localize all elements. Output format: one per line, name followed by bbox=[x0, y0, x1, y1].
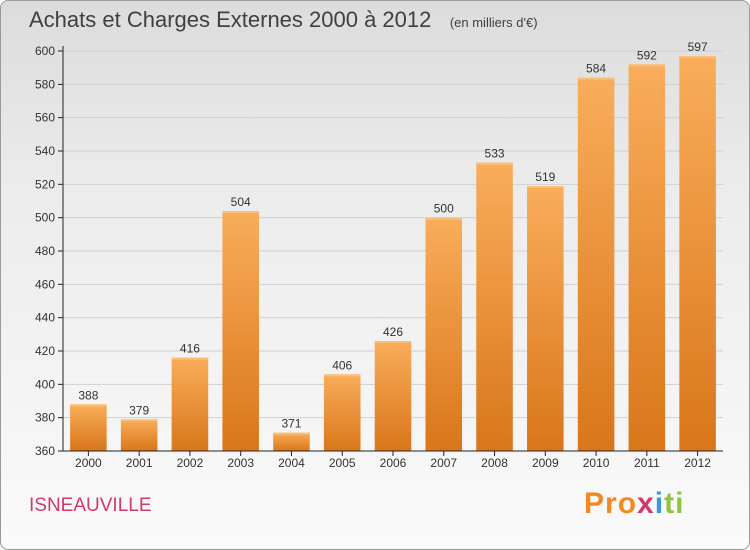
data-label: 592 bbox=[637, 48, 657, 62]
bar-highlight bbox=[70, 404, 107, 407]
bar-2002 bbox=[171, 357, 209, 451]
data-label: 426 bbox=[383, 325, 403, 339]
logo-letter: o bbox=[617, 487, 638, 520]
bar-2006 bbox=[374, 341, 412, 451]
bar-highlight bbox=[527, 186, 564, 188]
y-tick-label: 460 bbox=[35, 277, 55, 291]
bar-highlight bbox=[577, 77, 615, 80]
x-tick-label: 2012 bbox=[684, 456, 711, 470]
bar-highlight bbox=[476, 162, 513, 165]
y-tick-label: 500 bbox=[35, 211, 55, 225]
bar-2004 bbox=[273, 432, 310, 451]
x-tick-label: 2008 bbox=[481, 456, 508, 470]
chart-unit: (en milliers d'€) bbox=[449, 15, 538, 30]
logo-letter: i bbox=[654, 487, 665, 520]
y-tick-label: 580 bbox=[35, 77, 55, 91]
chart-title-row: Achats et Charges Externes 2000 à 2012 (… bbox=[29, 7, 538, 33]
data-label: 597 bbox=[688, 40, 708, 54]
y-tick-label: 520 bbox=[35, 177, 55, 191]
chart-title: Achats et Charges Externes 2000 à 2012 bbox=[29, 7, 432, 32]
data-label: 519 bbox=[535, 170, 555, 184]
y-tick-label: 360 bbox=[35, 444, 55, 458]
bar-highlight bbox=[323, 374, 361, 377]
data-label: 504 bbox=[231, 195, 251, 209]
x-tick-label: 2007 bbox=[430, 456, 457, 470]
x-tick-label: 2000 bbox=[75, 456, 102, 470]
logo-letter: P bbox=[584, 487, 606, 520]
data-label: 371 bbox=[281, 417, 301, 431]
axes: 360 380 400 420 440 460 480 500 520 540 560 580 600 2… bbox=[35, 44, 723, 470]
x-tick-label: 2001 bbox=[126, 456, 153, 470]
bar-highlight bbox=[374, 341, 412, 343]
bars: 388 379 416 504 371 406 426 500 533 519 584 592 597 bbox=[70, 40, 716, 452]
place-name: ISNEAUVILLE bbox=[29, 495, 152, 516]
logo-letter: t bbox=[664, 487, 676, 520]
bar-2012 bbox=[679, 56, 716, 451]
data-label: 416 bbox=[180, 342, 200, 356]
logo-letter: r bbox=[605, 487, 618, 520]
x-tick-label: 2002 bbox=[177, 456, 204, 470]
y-tick-label: 380 bbox=[35, 411, 55, 425]
logo-letter: x bbox=[637, 487, 655, 520]
bar-2009 bbox=[527, 186, 564, 451]
bar-highlight bbox=[120, 419, 158, 422]
y-tick-label: 440 bbox=[35, 311, 55, 325]
x-tick-label: 2004 bbox=[278, 456, 305, 470]
data-label: 406 bbox=[332, 358, 352, 372]
y-tick-label: 420 bbox=[35, 344, 55, 358]
data-label: 584 bbox=[586, 62, 606, 76]
data-label: 388 bbox=[78, 388, 98, 402]
x-tick-label: 2006 bbox=[380, 456, 407, 470]
bar-highlight bbox=[273, 432, 310, 435]
y-tick-label: 600 bbox=[35, 44, 55, 58]
bar-highlight bbox=[425, 217, 463, 220]
bar-2010 bbox=[577, 77, 615, 452]
bar-2000 bbox=[70, 404, 107, 451]
bar-2008 bbox=[476, 162, 513, 451]
x-tick-label: 2011 bbox=[634, 456, 660, 470]
logo-letter: i bbox=[675, 487, 685, 520]
bar-highlight bbox=[171, 357, 209, 360]
y-tick-label: 560 bbox=[35, 111, 55, 125]
y-tick-label: 480 bbox=[35, 244, 55, 258]
x-tick-label: 2003 bbox=[227, 456, 254, 470]
data-label: 533 bbox=[485, 147, 505, 161]
x-tick-label: 2005 bbox=[329, 456, 356, 470]
bar-2001 bbox=[120, 419, 158, 451]
bar-2005 bbox=[323, 374, 361, 451]
bar-2011 bbox=[628, 64, 666, 452]
bar-highlight bbox=[222, 211, 259, 213]
x-tick-label: 2010 bbox=[583, 456, 610, 470]
x-tick-label: 2009 bbox=[532, 456, 559, 470]
data-label: 379 bbox=[129, 403, 149, 417]
bar-2003 bbox=[222, 211, 259, 451]
bar-highlight bbox=[679, 56, 716, 58]
y-tick-label: 540 bbox=[35, 144, 55, 158]
bar-highlight bbox=[628, 64, 666, 67]
proxiti-logo: Proxiti bbox=[584, 487, 684, 521]
data-label: 500 bbox=[434, 202, 454, 216]
bar-2007 bbox=[425, 217, 463, 451]
y-tick-label: 400 bbox=[35, 377, 55, 391]
